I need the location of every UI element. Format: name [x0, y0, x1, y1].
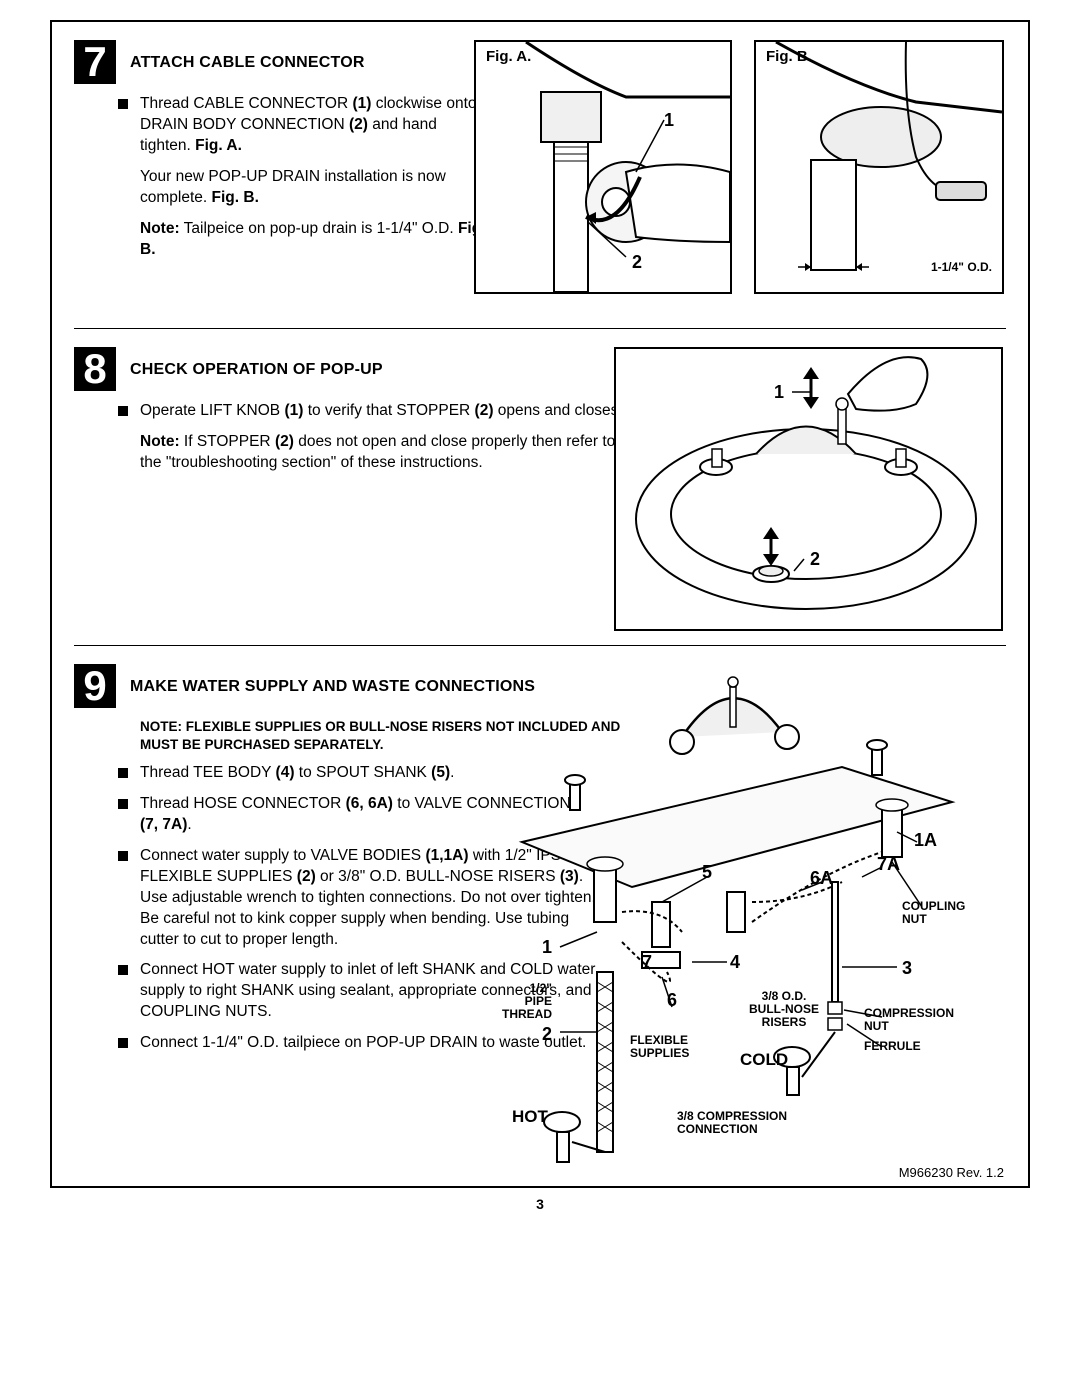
label-4: 4 [730, 952, 740, 973]
fig-b-label: Fig. B. [766, 48, 812, 65]
step8-number: 8 [74, 347, 116, 391]
label-1A: 1A [914, 830, 937, 851]
label-3: 3 [902, 958, 912, 979]
step7-fig-b: Fig. B. 1-1/4" O.D. [754, 40, 1004, 294]
label-cold: COLD [740, 1050, 788, 1070]
step7-title: ATTACH CABLE CONNECTOR [130, 54, 365, 72]
label-7A: 7A [877, 854, 900, 875]
fig-a-num1: 1 [664, 110, 674, 131]
divider-7-8 [74, 328, 1006, 329]
step7-number: 7 [74, 40, 116, 84]
fig-b-caption: 1-1/4" O.D. [931, 260, 992, 274]
page-number: 3 [50, 1196, 1030, 1212]
label-2: 2 [542, 1024, 552, 1045]
step8-fig: 1 2 [614, 347, 1003, 631]
fig-a-num2: 2 [632, 252, 642, 273]
step9-diagram: 1 1A 2 3 4 5 6 6A 7 7A HOT COLD 1/2" PIP… [502, 632, 982, 1172]
step9-title: MAKE WATER SUPPLY AND WASTE CONNECTIONS [130, 678, 535, 696]
step8-bullet-2: Note: If STOPPER (2) does not open and c… [118, 432, 628, 474]
step9-number: 9 [74, 664, 116, 708]
label-compression: 3/8 COMPRESSION CONNECTION [677, 1110, 807, 1136]
label-pipe-thread: 1/2" PIPE THREAD [502, 982, 552, 1022]
step8-title: CHECK OPERATION OF POP-UP [130, 361, 383, 379]
step7-fig-a: Fig. A. 1 2 [474, 40, 732, 294]
label-coupling: COUPLING NUT [902, 900, 972, 926]
label-6A: 6A [810, 868, 833, 889]
step7-bullet-1: Thread CABLE CONNECTOR (1) clockwise ont… [118, 94, 488, 157]
step8-num1: 1 [774, 382, 784, 403]
label-6: 6 [667, 990, 677, 1011]
label-bullnose: 3/8 O.D. BULL-NOSE RISERS [744, 990, 824, 1030]
label-1: 1 [542, 937, 552, 958]
label-flex: FLEXIBLE SUPPLIES [630, 1034, 700, 1060]
fig-a-label: Fig. A. [486, 48, 531, 65]
label-5: 5 [702, 862, 712, 883]
step8-bullet-1: Operate LIFT KNOB (1) to verify that STO… [118, 401, 628, 422]
label-hot: HOT [512, 1107, 548, 1127]
label-ferrule: FERRULE [864, 1040, 944, 1053]
label-7: 7 [642, 952, 652, 973]
step-8: 8 CHECK OPERATION OF POP-UP Operate LIFT… [74, 347, 1006, 627]
doc-id: M966230 Rev. 1.2 [899, 1165, 1004, 1180]
step-7: 7 ATTACH CABLE CONNECTOR Thread CABLE CO… [74, 40, 1006, 310]
step7-bullet-2: Your new POP-UP DRAIN installation is no… [118, 167, 488, 209]
step7-bullet-3: Note: Tailpeice on pop-up drain is 1-1/4… [118, 219, 488, 261]
step8-num2: 2 [810, 549, 820, 570]
label-comp-nut: COMPRESSION NUT [864, 1007, 964, 1033]
